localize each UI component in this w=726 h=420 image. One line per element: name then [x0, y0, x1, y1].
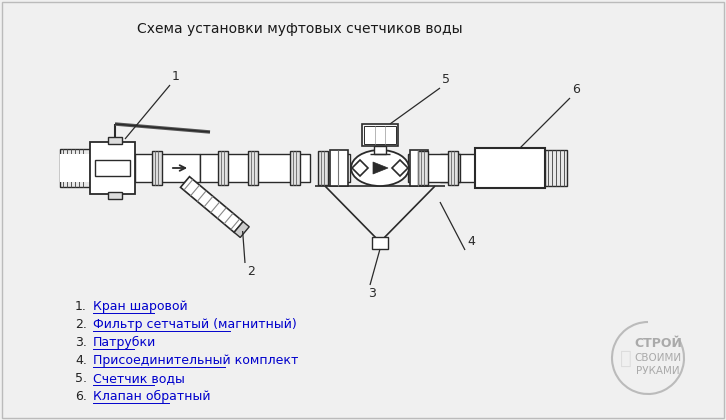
- Text: Схема установки муфтовых счетчиков воды: Схема установки муфтовых счетчиков воды: [137, 22, 462, 36]
- Bar: [408, 154, 460, 182]
- Bar: [372, 237, 388, 249]
- Bar: [218, 151, 228, 185]
- Text: Патрубки: Патрубки: [93, 336, 156, 349]
- Bar: [410, 150, 428, 186]
- Bar: [95, 160, 130, 176]
- Bar: [475, 148, 545, 188]
- Text: Кран шаровой: Кран шаровой: [93, 300, 187, 313]
- Text: 6: 6: [572, 83, 580, 96]
- Text: 5.: 5.: [75, 372, 87, 385]
- Text: Присоединительный комплект: Присоединительный комплект: [93, 354, 298, 367]
- Text: 2: 2: [247, 265, 255, 278]
- Text: 4.: 4.: [75, 354, 87, 367]
- Bar: [90, 142, 135, 194]
- Bar: [330, 150, 348, 186]
- Bar: [108, 137, 122, 144]
- Text: 3: 3: [368, 287, 376, 300]
- Text: 1.: 1.: [75, 300, 87, 313]
- Bar: [318, 151, 328, 185]
- Bar: [440, 154, 460, 182]
- Bar: [108, 192, 122, 199]
- Bar: [152, 151, 162, 185]
- Bar: [60, 154, 90, 182]
- Bar: [330, 154, 350, 182]
- Text: 1: 1: [172, 70, 180, 83]
- Polygon shape: [352, 160, 368, 176]
- Text: 3.: 3.: [75, 336, 87, 349]
- Text: 6.: 6.: [75, 390, 87, 403]
- Polygon shape: [373, 162, 388, 174]
- Bar: [418, 151, 428, 185]
- Bar: [60, 149, 90, 187]
- Bar: [248, 151, 258, 185]
- Bar: [90, 154, 120, 182]
- Polygon shape: [392, 160, 408, 176]
- Bar: [135, 154, 200, 182]
- Ellipse shape: [351, 150, 409, 186]
- Bar: [362, 124, 398, 146]
- Text: 5: 5: [442, 73, 450, 86]
- Bar: [364, 126, 396, 144]
- Text: СВОИМИ: СВОИМИ: [635, 353, 682, 363]
- Polygon shape: [234, 222, 249, 237]
- Text: 👍: 👍: [620, 349, 632, 368]
- Polygon shape: [181, 177, 243, 232]
- Bar: [460, 154, 475, 182]
- Bar: [545, 150, 567, 186]
- Bar: [448, 151, 458, 185]
- Text: РУКАМИ: РУКАМИ: [636, 366, 680, 376]
- Text: 2.: 2.: [75, 318, 87, 331]
- Bar: [200, 154, 310, 182]
- Text: Счетчик воды: Счетчик воды: [93, 372, 185, 385]
- Text: Фильтр сетчатый (магнитный): Фильтр сетчатый (магнитный): [93, 318, 297, 331]
- Text: Клапан обратный: Клапан обратный: [93, 390, 211, 403]
- Bar: [374, 146, 386, 154]
- Text: СТРОЙ: СТРОЙ: [634, 336, 682, 349]
- Bar: [290, 151, 300, 185]
- Text: 4: 4: [467, 235, 475, 248]
